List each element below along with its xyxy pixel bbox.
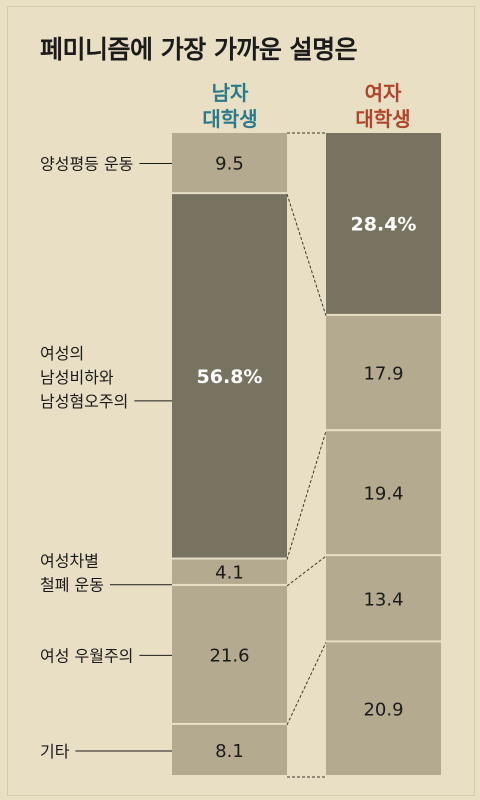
bar-segment (326, 133, 441, 314)
data-label: 9.5 (215, 154, 244, 175)
connector-line (286, 555, 327, 587)
category-label: 여성차별 (40, 552, 99, 571)
female-header-line-2: 대학생 (355, 107, 411, 131)
data-label: 21.6 (209, 645, 249, 666)
bar-segment (326, 315, 441, 430)
female-header-line-1: 여자 (364, 81, 402, 105)
bar-segment (172, 133, 287, 193)
data-label: 8.1 (215, 741, 244, 762)
data-label: 56.8% (197, 366, 263, 388)
chart-frame (7, 6, 475, 796)
data-label: 20.9 (363, 700, 403, 721)
bar-segment (326, 642, 441, 775)
data-label: 13.4 (363, 589, 403, 610)
male-column-header: 남자 대학생 (170, 80, 290, 132)
category-label: 남성비하와 (40, 368, 114, 387)
bar-segment (172, 194, 287, 558)
male-header-line-2: 대학생 (202, 107, 258, 131)
male-header-line-1: 남자 (211, 81, 249, 105)
bar-segment (326, 556, 441, 641)
data-label: 28.4% (351, 213, 417, 235)
data-label: 4.1 (215, 563, 244, 584)
connector-line (286, 431, 327, 560)
bar-segment (172, 559, 287, 584)
data-label: 19.4 (363, 484, 403, 505)
data-label: 17.9 (363, 364, 403, 385)
bar-segment (172, 724, 287, 775)
category-label: 여성의 (40, 344, 84, 363)
female-column-header: 여자 대학생 (323, 80, 443, 132)
category-label: 기타 (40, 742, 70, 761)
connector-line (286, 193, 327, 317)
category-label: 여성 우월주의 (40, 646, 133, 665)
connector-line (286, 642, 327, 726)
category-label: 철폐 운동 (40, 576, 104, 595)
chart-title: 페미니즘에 가장 가까운 설명은 (40, 35, 358, 64)
category-label: 양성평등 운동 (40, 155, 133, 174)
category-label: 남성혐오주의 (40, 392, 128, 411)
bar-segment (326, 431, 441, 555)
bar-segment (172, 585, 287, 723)
